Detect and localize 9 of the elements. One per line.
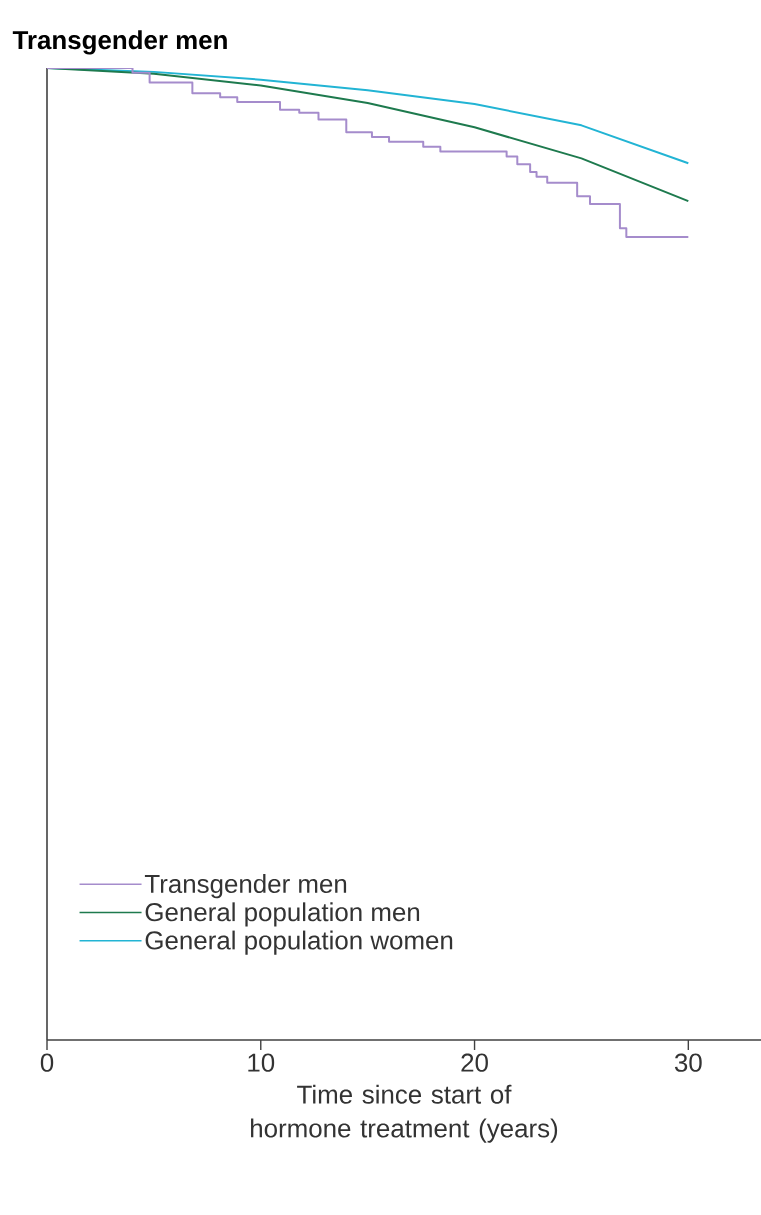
x-tick-label: 0	[40, 1053, 54, 1072]
chart-title: Transgender men	[12, 30, 227, 55]
x-axis-title: Time since start of hormone treatment (years)	[251, 1084, 558, 1143]
legend-label: General population men	[145, 902, 420, 927]
x-tick-label: 20	[461, 1053, 488, 1072]
x-tick-label: 10	[248, 1053, 275, 1072]
x-tick-label: 30	[674, 1053, 702, 1072]
legend-label: General population women	[145, 930, 453, 955]
legend-label: Transgender men	[144, 874, 347, 899]
